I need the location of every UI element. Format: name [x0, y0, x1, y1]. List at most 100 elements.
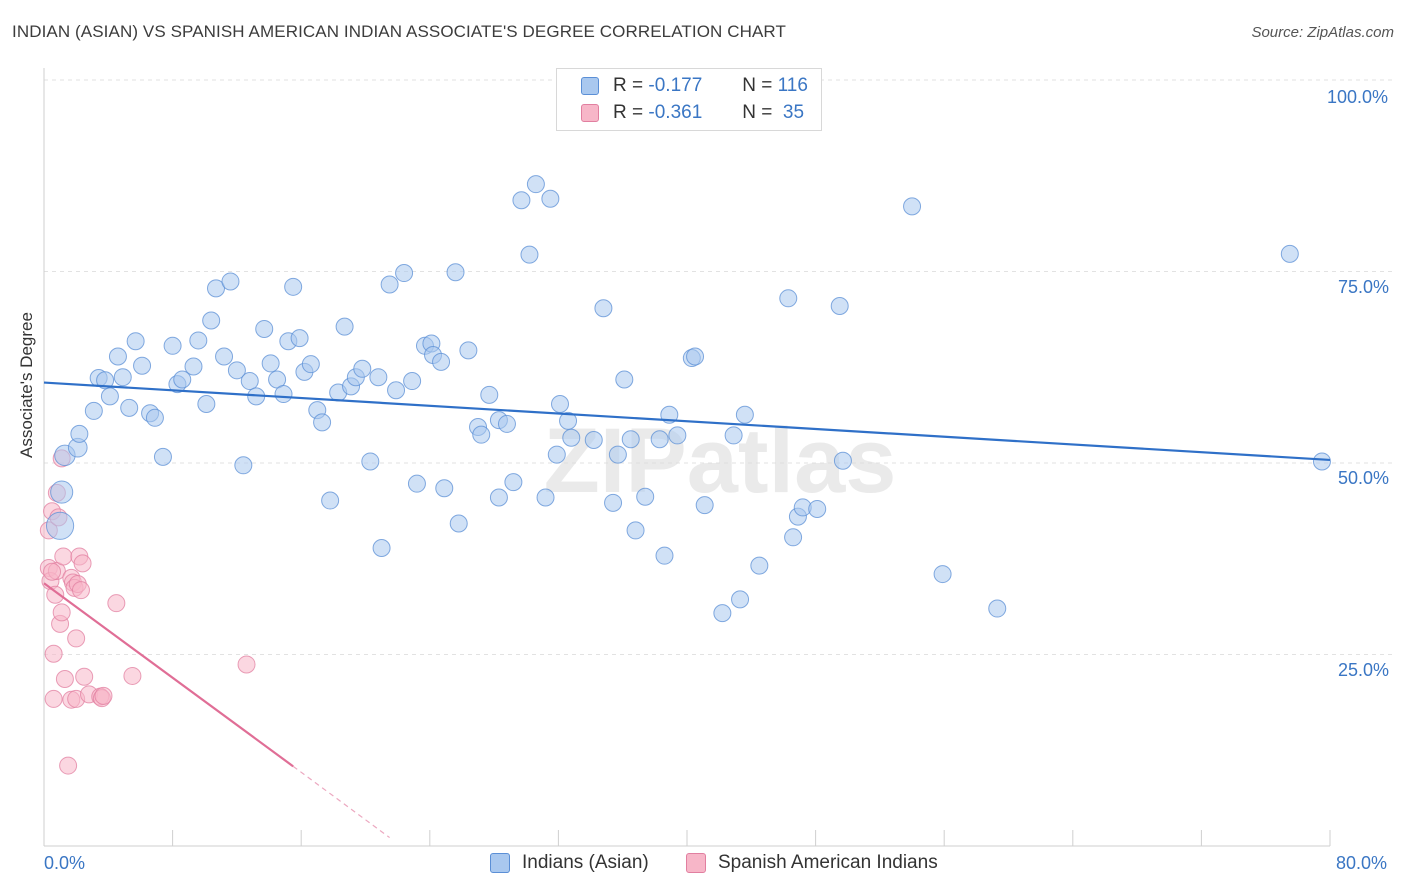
point-indians-asian-28 — [234, 456, 253, 475]
chart-title: INDIAN (ASIAN) VS SPANISH AMERICAN INDIA… — [12, 22, 786, 41]
point-indians-asian-49 — [369, 368, 388, 387]
point-indians-asian-44 — [335, 317, 354, 336]
point-indians-asian-41 — [313, 413, 332, 432]
point-indians-asian-52 — [387, 381, 406, 400]
point-indians-asian-55 — [407, 474, 426, 493]
source-label: Source: ZipAtlas.com — [1251, 24, 1394, 41]
point-indians-asian-97 — [731, 590, 750, 609]
point-indians-asian-95 — [713, 604, 732, 623]
point-indians-asian-72 — [520, 245, 539, 264]
point-indians-asian-67 — [489, 488, 508, 507]
point-indians-asian-15 — [145, 408, 164, 427]
trend-lines — [43, 381, 1331, 839]
trend-line-indians-asian — [43, 381, 1331, 462]
point-indians-asian-8 — [100, 387, 119, 406]
point-indians-asian-29 — [240, 372, 259, 391]
point-indians-asian-93 — [686, 347, 705, 366]
point-indians-asian-24 — [207, 279, 226, 298]
point-indians-asian-47 — [353, 359, 372, 378]
legend-r-value-indians-asian: -0.177 — [648, 75, 703, 96]
point-spanish-american-indians-4 — [44, 644, 63, 663]
point-indians-asian-101 — [784, 528, 803, 547]
point-indians-asian-105 — [830, 296, 849, 315]
point-indians-asian-80 — [584, 431, 603, 450]
legend-swatch-indians-asian — [581, 77, 599, 95]
point-indians-asian-98 — [735, 405, 754, 424]
point-spanish-american-indians-33 — [237, 655, 256, 674]
point-indians-asian-75 — [541, 189, 560, 208]
point-indians-asian-37 — [290, 329, 309, 348]
point-indians-asian-36 — [284, 277, 303, 296]
point-indians-asian-71 — [512, 191, 531, 210]
point-indians-asian-104 — [808, 499, 827, 518]
legend-n-label: N = — [742, 75, 773, 96]
point-indians-asian-82 — [604, 493, 623, 512]
legend-n-value-indians-asian: 116 — [777, 75, 808, 96]
point-indians-asian-53 — [395, 264, 414, 283]
point-spanish-american-indians-30 — [94, 686, 113, 705]
point-indians-asian-51 — [380, 275, 399, 294]
legend-row-indians-asian: R = -0.177 N = 116 — [581, 73, 808, 99]
point-indians-asian-61 — [446, 263, 465, 282]
legend-r-value-spanish-american-indians: -0.361 — [648, 102, 703, 123]
point-indians-asian-81 — [594, 299, 613, 318]
point-indians-asian-11 — [120, 398, 139, 417]
point-indians-asian-73 — [526, 175, 545, 194]
point-indians-asian-62 — [449, 514, 468, 533]
point-indians-asian-22 — [197, 395, 216, 414]
point-indians-asian-34 — [274, 385, 293, 404]
point-indians-asian-17 — [163, 336, 182, 355]
point-indians-asian-107 — [903, 197, 922, 216]
point-indians-asian-84 — [615, 370, 634, 389]
point-indians-asian-59 — [432, 352, 451, 371]
point-indians-asian-10 — [113, 368, 132, 387]
y-axis-title: Associate's Degree — [17, 312, 36, 458]
point-spanish-american-indians-32 — [123, 666, 142, 685]
point-indians-asian-111 — [1312, 452, 1331, 471]
point-spanish-american-indians-34 — [43, 562, 62, 581]
point-indians-asian-94 — [695, 496, 714, 515]
point-indians-asian-39 — [301, 355, 320, 374]
point-indians-asian-99 — [750, 556, 769, 575]
point-indians-asian-5 — [84, 401, 103, 420]
legend-n-label: N = — [742, 102, 773, 123]
point-indians-asian-21 — [189, 331, 208, 350]
point-indians-asian-50 — [372, 539, 391, 558]
legend-r-label: R = — [613, 102, 644, 123]
point-indians-asian-19 — [173, 370, 192, 389]
point-indians-asian-63 — [459, 341, 478, 360]
point-indians-asian-96 — [724, 426, 743, 445]
series-legend-spanish-american-indians: Spanish American Indians — [686, 852, 938, 874]
point-spanish-american-indians-24 — [71, 581, 90, 600]
series-legend-swatch-indians-asian — [490, 853, 510, 873]
y-tick-label-75: 75.0% — [1338, 277, 1390, 297]
point-spanish-american-indians-14 — [55, 670, 74, 689]
point-indians-asian-70 — [504, 473, 523, 492]
point-indians-asian-4 — [70, 424, 89, 443]
x-tick-label-min: 0.0% — [44, 853, 86, 873]
point-indians-asian-91 — [668, 426, 687, 445]
point-indians-asian-100 — [779, 289, 798, 308]
point-indians-asian-89 — [655, 546, 674, 565]
legend-row-spanish-american-indians: R = -0.361 N = 35 — [581, 100, 804, 126]
y-tick-label-25: 25.0% — [1338, 660, 1390, 680]
series-legend-swatch-spanish-american-indians — [686, 853, 706, 873]
point-spanish-american-indians-20 — [67, 629, 86, 648]
point-indians-asian-66 — [480, 385, 499, 404]
point-indians-asian-25 — [215, 347, 234, 366]
point-indians-asian-74 — [536, 488, 555, 507]
legend-r-label: R = — [613, 75, 644, 96]
point-indians-asian-109 — [988, 599, 1007, 618]
point-indians-asian-65 — [472, 425, 491, 444]
point-indians-asian-110 — [1280, 244, 1299, 263]
point-indians-asian-9 — [108, 347, 127, 366]
point-indians-asian-60 — [435, 479, 454, 498]
y-tick-label-50: 50.0% — [1338, 468, 1390, 488]
point-spanish-american-indians-13 — [54, 547, 73, 566]
point-indians-asian-76 — [547, 445, 566, 464]
point-indians-asian-27 — [227, 361, 246, 380]
axes — [43, 68, 1331, 847]
point-indians-asian-31 — [255, 319, 274, 338]
series-legend-label-indians-asian: Indians (Asian) — [522, 852, 649, 873]
